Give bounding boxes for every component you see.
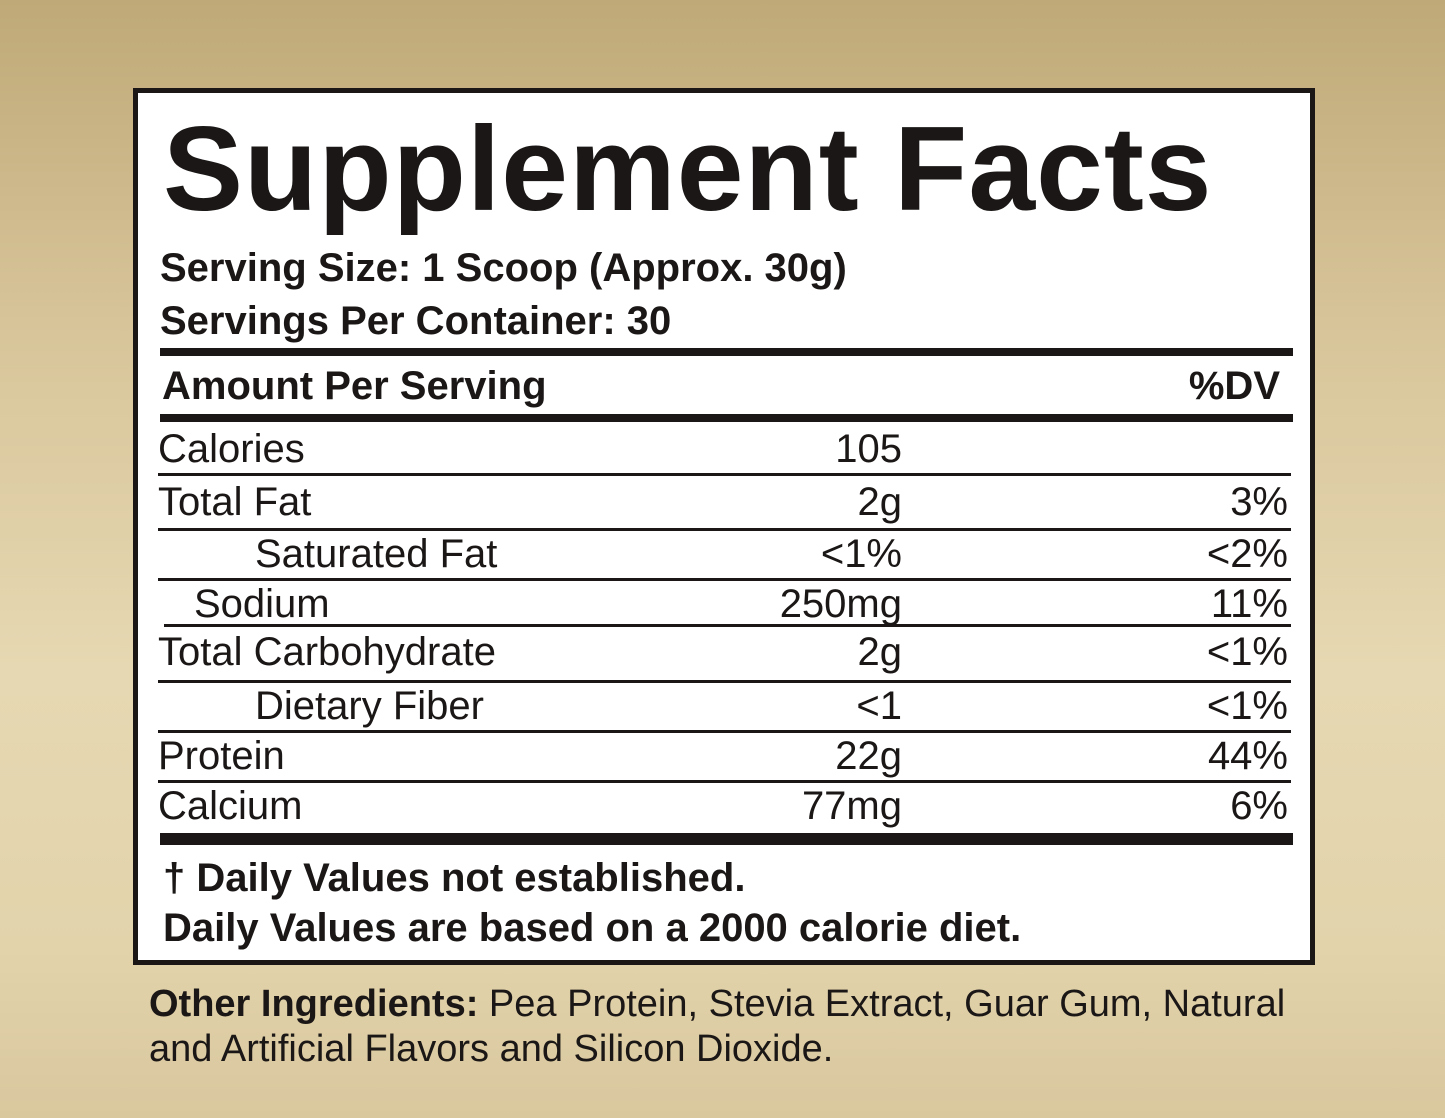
nutrient-amount: 250mg <box>779 582 902 626</box>
row-divider <box>158 528 1291 531</box>
supplement-facts-panel: Supplement Facts Serving Size: 1 Scoop (… <box>133 88 1315 965</box>
nutrient-row: Protein 22g 44% <box>158 733 1291 783</box>
footnote-calorie-diet: Daily Values are based on a 2000 calorie… <box>163 906 1022 950</box>
other-ingredients-label: Other Ingredients: <box>149 983 479 1025</box>
thick-divider <box>160 414 1293 422</box>
nutrient-dv: 11% <box>1210 582 1288 626</box>
amount-per-serving-header: Amount Per Serving <box>162 364 547 408</box>
footnote-dv-not-established: † Daily Values not established. <box>163 856 746 900</box>
nutrient-row: Total Carbohydrate 2g <1% <box>158 629 1291 683</box>
nutrient-name: Total Carbohydrate <box>158 630 496 674</box>
thick-divider <box>160 833 1293 845</box>
row-divider <box>158 680 1291 683</box>
nutrient-amount: 105 <box>835 427 902 471</box>
nutrient-amount: 2g <box>857 480 903 524</box>
nutrient-row: Calories 105 <box>158 426 1291 476</box>
nutrient-name: Sodium <box>194 582 330 626</box>
nutrient-amount: 2g <box>857 630 903 674</box>
row-divider <box>164 624 1291 627</box>
nutrient-dv: 44% <box>1207 734 1288 778</box>
nutrient-amount: 22g <box>835 734 902 778</box>
nutrient-amount: <1% <box>820 532 902 576</box>
nutrient-row: Saturated Fat <1% <2% <box>158 531 1291 581</box>
nutrient-dv: 6% <box>1230 784 1288 828</box>
nutrient-name: Calcium <box>158 784 303 828</box>
thick-divider <box>160 348 1293 356</box>
row-divider <box>158 730 1291 733</box>
nutrient-dv: <1% <box>1206 684 1288 728</box>
nutrient-amount: <1 <box>856 684 902 728</box>
nutrient-row: Dietary Fiber <1 <1% <box>158 683 1291 733</box>
nutrient-name: Total Fat <box>158 480 312 524</box>
nutrient-row: Total Fat 2g 3% <box>158 479 1291 531</box>
other-ingredients: Other Ingredients: Pea Protein, Stevia E… <box>149 982 1349 1072</box>
nutrient-amount: 77mg <box>801 784 902 828</box>
nutrient-dv: 3% <box>1230 480 1288 524</box>
nutrient-name: Protein <box>158 734 285 778</box>
row-divider <box>158 473 1291 476</box>
dv-header: %DV <box>1188 364 1280 408</box>
panel-title: Supplement Facts <box>163 102 1213 236</box>
nutrient-dv: <1% <box>1206 630 1288 674</box>
serving-size: Serving Size: 1 Scoop (Approx. 30g) <box>160 246 847 290</box>
nutrient-name: Saturated Fat <box>255 532 498 576</box>
nutrient-row: Sodium 250mg 11% <box>158 581 1291 627</box>
row-divider <box>158 780 1291 783</box>
nutrient-name: Dietary Fiber <box>255 684 484 728</box>
nutrient-name: Calories <box>158 427 305 471</box>
nutrient-dv: <2% <box>1206 532 1288 576</box>
servings-per-container: Servings Per Container: 30 <box>160 299 672 343</box>
other-ingredients-text: Pea Protein, Stevia Extract, Guar Gum, N… <box>149 983 1286 1070</box>
row-divider <box>158 578 1291 581</box>
nutrient-row: Calcium 77mg 6% <box>158 783 1288 833</box>
